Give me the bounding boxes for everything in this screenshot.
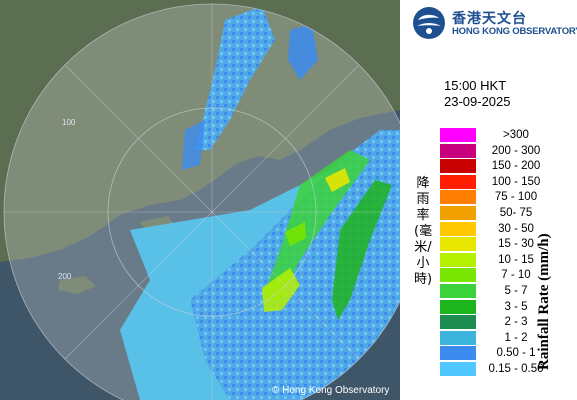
range-label-100: 100: [62, 118, 76, 127]
legend-row: 1 - 2: [440, 330, 550, 345]
legend-row: 0.15 - 0.50: [440, 362, 550, 376]
legend-label: 2 - 3: [504, 316, 528, 329]
legend-swatch: [440, 362, 476, 376]
legend-swatch: [440, 190, 476, 205]
legend-swatch: [440, 268, 476, 283]
legend-label: 3 - 5: [504, 300, 528, 313]
legend-swatch: [440, 206, 476, 220]
legend-swatch: [440, 174, 476, 189]
legend-row: 100 - 150: [440, 174, 550, 189]
observation-time: 15:00 HKT: [444, 78, 507, 93]
legend-row: 50- 75: [440, 206, 550, 220]
legend-swatch: [440, 284, 476, 298]
legend-swatch: [440, 299, 476, 314]
legend-panel: 香港天文台 HONG KONG OBSERVATORY 15:00 HKT 23…: [400, 0, 577, 400]
rain-echo-north: [195, 6, 275, 150]
hko-logo: 香港天文台 HONG KONG OBSERVATORY: [412, 6, 577, 40]
legend-row: 200 - 300: [440, 143, 550, 158]
legend-row: 7 - 10: [440, 268, 550, 283]
observation-date: 23-09-2025: [444, 94, 511, 109]
legend-label: 75 - 100: [494, 191, 538, 204]
rain-echo-heavy-band-1: [262, 150, 370, 300]
legend-label: 7 - 10: [501, 269, 531, 282]
copyright-text: © Hong Kong Observatory: [272, 385, 390, 396]
legend-row: 3 - 5: [440, 299, 550, 314]
legend-label: 10 - 15: [498, 253, 534, 266]
legend-label: 50- 75: [499, 207, 533, 219]
legend-swatch: [440, 315, 476, 330]
legend-label: 200 - 300: [491, 144, 541, 157]
legend-swatch: [440, 159, 476, 174]
legend-label: 150 - 200: [491, 160, 541, 173]
legend-label: 0.50 - 1: [496, 347, 536, 360]
org-name-zh: 香港天文台: [452, 11, 527, 27]
legend-label: 15 - 30: [498, 238, 534, 251]
legend-row: >300: [440, 128, 550, 142]
hko-logo-icon: [413, 7, 445, 39]
legend-row: 75 - 100: [440, 190, 550, 205]
rain-echo-cell-2: [325, 168, 350, 192]
legend-label: >300: [503, 129, 529, 141]
legend-swatch: [440, 330, 476, 345]
legend-swatch: [440, 237, 476, 252]
org-name-en: HONG KONG OBSERVATORY: [452, 26, 577, 37]
rainfall-legend: >300 200 - 300 150 - 200 100 - 150 75 - 100 5…: [440, 128, 576, 380]
rain-echo-cell-3: [285, 222, 306, 246]
radar-map-canvas: [0, 0, 400, 400]
rain-echo-heavy-band-2: [332, 180, 392, 320]
legend-label: 5 - 7: [504, 285, 528, 297]
legend-swatch: [440, 143, 476, 158]
legend-swatch: [440, 128, 476, 142]
rain-echo-north-3: [182, 120, 205, 170]
legend-swatch: [440, 346, 476, 361]
range-ring-200: [3, 3, 400, 400]
legend-swatch: [440, 252, 476, 267]
legend-row: 5 - 7: [440, 284, 550, 298]
legend-row: 2 - 3: [440, 315, 550, 330]
legend-label: 100 - 150: [491, 175, 541, 188]
range-label-200: 200: [58, 272, 72, 281]
legend-row: 15 - 30: [440, 237, 550, 252]
legend-label: 1 - 2: [504, 331, 528, 344]
legend-row: 150 - 200: [440, 159, 550, 174]
radial-lines: [4, 4, 400, 400]
rain-echo-north-2: [288, 24, 318, 80]
legend-label: 0.15 - 0.50: [488, 363, 544, 375]
radar-map[interactable]: 100 200 © Hong Kong Observatory: [0, 0, 400, 400]
legend-label: 30 - 50: [498, 222, 534, 235]
legend-title-zh: 降雨率(毫米/小時): [414, 176, 433, 287]
legend-swatch: [440, 221, 476, 236]
legend-title-en: Rainfall Rate (mm/h): [536, 233, 552, 370]
legend-row: 30 - 50: [440, 221, 550, 236]
legend-row: 0.50 - 1: [440, 346, 550, 361]
legend-row: 10 - 15: [440, 252, 550, 267]
island-lantau: [58, 276, 96, 294]
